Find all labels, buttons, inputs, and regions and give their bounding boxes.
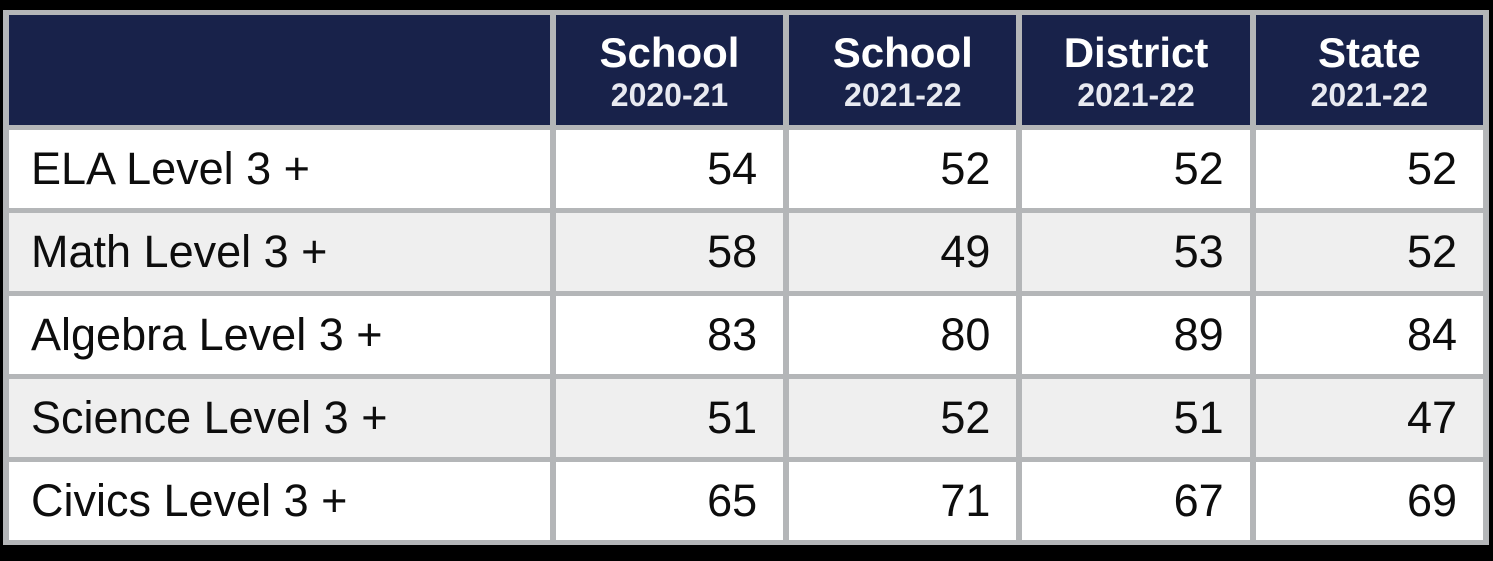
column-header-state-2021-22: State 2021-22 <box>1255 15 1483 125</box>
value-cell: 52 <box>1022 130 1250 208</box>
value-cell: 51 <box>1022 379 1250 457</box>
table-row-science: Science Level 3 + 51 52 51 47 <box>9 379 1483 457</box>
table-row-ela: ELA Level 3 + 54 52 52 52 <box>9 130 1483 208</box>
column-header-year: 2021-22 <box>1310 76 1429 113</box>
value-cell: 54 <box>555 130 784 208</box>
column-header-label: State <box>1317 28 1421 76</box>
value-cell: 52 <box>1255 130 1483 208</box>
row-label: Civics Level 3 + <box>9 462 550 540</box>
row-label: Math Level 3 + <box>9 213 550 291</box>
column-header-label: School <box>599 28 740 76</box>
value-cell: 89 <box>1022 296 1250 374</box>
value-cell: 58 <box>555 213 784 291</box>
assessment-results-table: School 2020-21 School 2021-22 District 2… <box>3 10 1489 545</box>
column-header-year: 2020-21 <box>610 76 729 113</box>
value-cell: 53 <box>1022 213 1250 291</box>
value-cell: 47 <box>1255 379 1483 457</box>
column-header-label: School <box>832 28 973 76</box>
value-cell: 71 <box>789 462 1017 540</box>
column-header-year: 2021-22 <box>1077 76 1195 113</box>
column-header-year: 2021-22 <box>844 76 962 113</box>
value-cell: 52 <box>789 379 1017 457</box>
value-cell: 65 <box>555 462 784 540</box>
column-header-label: District <box>1063 28 1209 76</box>
value-cell: 52 <box>1255 213 1483 291</box>
value-cell: 83 <box>555 296 784 374</box>
column-header-district-2021-22: District 2021-22 <box>1022 15 1250 125</box>
column-header-school-2020-21: School 2020-21 <box>555 15 784 125</box>
value-cell: 69 <box>1255 462 1483 540</box>
value-cell: 49 <box>789 213 1017 291</box>
corner-header-cell <box>9 15 550 125</box>
header-row: School 2020-21 School 2021-22 District 2… <box>9 15 1483 125</box>
value-cell: 52 <box>789 130 1017 208</box>
table-frame: School 2020-21 School 2021-22 District 2… <box>3 10 1489 545</box>
value-cell: 67 <box>1022 462 1250 540</box>
column-header-school-2021-22: School 2021-22 <box>789 15 1017 125</box>
table-row-civics: Civics Level 3 + 65 71 67 69 <box>9 462 1483 540</box>
value-cell: 84 <box>1255 296 1483 374</box>
row-label: Algebra Level 3 + <box>9 296 550 374</box>
table-row-algebra: Algebra Level 3 + 83 80 89 84 <box>9 296 1483 374</box>
row-label: ELA Level 3 + <box>9 130 550 208</box>
row-label: Science Level 3 + <box>9 379 550 457</box>
value-cell: 51 <box>555 379 784 457</box>
value-cell: 80 <box>789 296 1017 374</box>
table-row-math: Math Level 3 + 58 49 53 52 <box>9 213 1483 291</box>
